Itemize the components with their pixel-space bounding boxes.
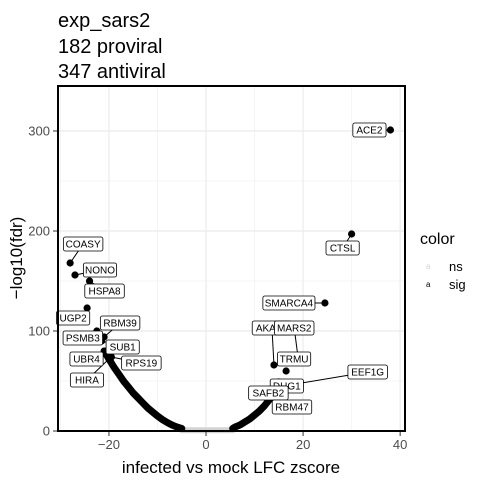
gene-label-text: EEF1G: [351, 368, 384, 379]
gene-label-safb2: SAFB2: [248, 385, 289, 401]
gene-label-box: [56, 310, 91, 326]
gene-label-hira: HIRA: [69, 372, 104, 388]
plot-panel-border: [57, 85, 406, 432]
gene-label-box: [62, 330, 103, 346]
y-tick-label: 0: [43, 424, 50, 439]
gene-label-box: [347, 364, 388, 380]
title-line-1: exp_sars2: [58, 10, 150, 32]
x-tick-label: −20: [98, 437, 120, 452]
legend-title: color: [420, 231, 455, 248]
gene-label-ctsl: CTSL: [325, 240, 360, 256]
gene-label-mars2: MARS2: [274, 320, 315, 336]
title-line-2: 182 proviral: [58, 36, 163, 58]
point-trmu: [282, 367, 290, 375]
gene-label-box: [325, 240, 360, 256]
gene-labels: ACE2CTSLCOASYNONOHSPA8UGP2SMARCA4PSMB3RB…: [56, 122, 388, 415]
gene-label-text: NONO: [85, 266, 115, 277]
sig-points-left: [100, 347, 186, 432]
gene-label-nono: NONO: [82, 262, 117, 278]
legend-label-sig: sig: [449, 277, 466, 292]
gene-label-text: RPS19: [126, 359, 158, 370]
gene-label-text: COASY: [66, 240, 101, 251]
gene-label-text: AKAP8: [256, 324, 289, 335]
gene-label-eef1g: EEF1G: [347, 364, 388, 380]
gene-label-text: CTSL: [330, 244, 356, 255]
gene-label-rps19: RPS19: [121, 355, 162, 371]
gene-label-box: [277, 351, 312, 367]
x-tick-label: 20: [296, 437, 310, 452]
x-tick-label: 40: [393, 437, 407, 452]
legend-key-ns: a: [426, 262, 431, 271]
gene-label-rbm39: RBM39: [99, 315, 141, 331]
gene-label-ace2: ACE2: [352, 122, 387, 138]
gene-label-text: PSMB3: [66, 334, 100, 345]
gene-label-psmb3: PSMB3: [62, 330, 103, 346]
gene-label-coasy: COASY: [62, 236, 104, 252]
gene-label-box: [69, 351, 104, 367]
gene-label-box: [121, 355, 162, 371]
gene-label-text: SAFB2: [253, 389, 285, 400]
gene-label-text: UGP2: [60, 314, 88, 325]
gene-label-box: [82, 262, 117, 278]
gene-label-text: SUB1: [110, 343, 137, 354]
point-ugp2: [83, 304, 91, 312]
gene-label-text: ACE2: [356, 126, 383, 137]
gene-label-sub1: SUB1: [105, 339, 140, 355]
gene-label-box: [274, 320, 315, 336]
gene-label-text: RBM47: [275, 403, 309, 414]
gene-label-box: [99, 315, 141, 331]
y-tick-label: 300: [28, 124, 50, 139]
y-tick-label: 200: [28, 224, 50, 239]
gene-label-box: [271, 399, 313, 415]
gene-label-text: HIRA: [75, 376, 99, 387]
gene-label-text: HSPA8: [89, 287, 121, 298]
gene-label-text: SMARCA4: [265, 299, 314, 310]
gene-label-smarca4: SMARCA4: [262, 295, 316, 311]
gene-label-box: [262, 295, 316, 311]
gene-label-text: MARS2: [277, 324, 312, 335]
gene-label-ugp2: UGP2: [56, 310, 91, 326]
chart-title: exp_sars2 182 proviral 347 antiviral: [58, 10, 166, 83]
gene-label-box: [248, 385, 289, 401]
x-axis-ticks: −20 0 20 40: [98, 432, 407, 452]
gene-label-rbm47: RBM47: [271, 399, 313, 415]
gene-label-ubr4: UBR4: [69, 351, 104, 367]
y-axis-ticks: 0 100 200 300: [28, 124, 57, 439]
x-tick-label: 0: [202, 437, 209, 452]
y-tick-label: 100: [28, 324, 50, 339]
legend-key-sig: a: [426, 280, 431, 289]
gene-label-box: [84, 283, 125, 299]
legend-label-ns: ns: [449, 259, 463, 274]
gene-label-hspa8: HSPA8: [84, 283, 125, 299]
gene-label-text: RBM39: [103, 319, 137, 330]
y-axis-title: −log10(fdr): [7, 217, 26, 300]
gene-label-box: [352, 122, 387, 138]
x-axis-title: infected vs mock LFC zscore: [122, 458, 340, 477]
label-leader-lines: [69, 129, 391, 408]
legend: color a ns a sig: [420, 231, 466, 292]
title-line-3: 347 antiviral: [58, 61, 166, 83]
gene-label-trmu: TRMU: [277, 351, 312, 367]
gene-label-box: [62, 236, 104, 252]
gene-label-text: TRMU: [280, 355, 309, 366]
gene-label-text: UBR4: [73, 355, 100, 366]
data-points: [66, 126, 395, 434]
gene-label-box: [105, 339, 140, 355]
gene-label-box: [69, 372, 104, 388]
